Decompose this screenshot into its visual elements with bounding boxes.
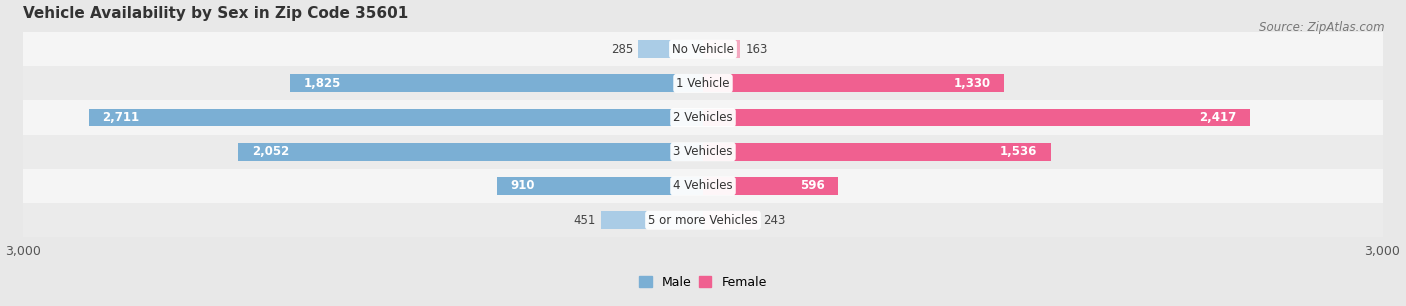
Bar bbox=[703, 143, 1050, 161]
Bar bbox=[24, 135, 1382, 169]
Bar bbox=[24, 203, 1382, 237]
Text: Vehicle Availability by Sex in Zip Code 35601: Vehicle Availability by Sex in Zip Code … bbox=[24, 6, 409, 21]
Bar bbox=[24, 100, 1382, 135]
Bar bbox=[703, 74, 1004, 92]
Bar bbox=[290, 74, 703, 92]
Text: 1,536: 1,536 bbox=[1000, 145, 1038, 158]
Text: 1,330: 1,330 bbox=[953, 77, 991, 90]
Bar bbox=[703, 177, 838, 195]
Text: 451: 451 bbox=[574, 214, 595, 227]
Bar bbox=[703, 40, 740, 58]
Text: 1 Vehicle: 1 Vehicle bbox=[676, 77, 730, 90]
Text: 596: 596 bbox=[800, 180, 824, 192]
Bar bbox=[496, 177, 703, 195]
Text: 243: 243 bbox=[763, 214, 786, 227]
Text: 2,052: 2,052 bbox=[252, 145, 290, 158]
Bar bbox=[703, 109, 1250, 126]
Text: 1,825: 1,825 bbox=[304, 77, 340, 90]
Text: 910: 910 bbox=[510, 180, 534, 192]
Bar bbox=[89, 109, 703, 126]
Text: 2,711: 2,711 bbox=[103, 111, 139, 124]
Bar bbox=[238, 143, 703, 161]
Bar bbox=[638, 40, 703, 58]
Text: 285: 285 bbox=[610, 43, 633, 56]
Text: No Vehicle: No Vehicle bbox=[672, 43, 734, 56]
Bar bbox=[600, 211, 703, 229]
Text: 163: 163 bbox=[745, 43, 768, 56]
Text: 2,417: 2,417 bbox=[1199, 111, 1237, 124]
Text: Source: ZipAtlas.com: Source: ZipAtlas.com bbox=[1260, 21, 1385, 34]
Bar bbox=[24, 66, 1382, 100]
Text: 3 Vehicles: 3 Vehicles bbox=[673, 145, 733, 158]
Bar bbox=[24, 32, 1382, 66]
Text: 4 Vehicles: 4 Vehicles bbox=[673, 180, 733, 192]
Bar bbox=[703, 211, 758, 229]
Text: 2 Vehicles: 2 Vehicles bbox=[673, 111, 733, 124]
Bar bbox=[24, 169, 1382, 203]
Text: 5 or more Vehicles: 5 or more Vehicles bbox=[648, 214, 758, 227]
Legend: Male, Female: Male, Female bbox=[634, 271, 772, 294]
